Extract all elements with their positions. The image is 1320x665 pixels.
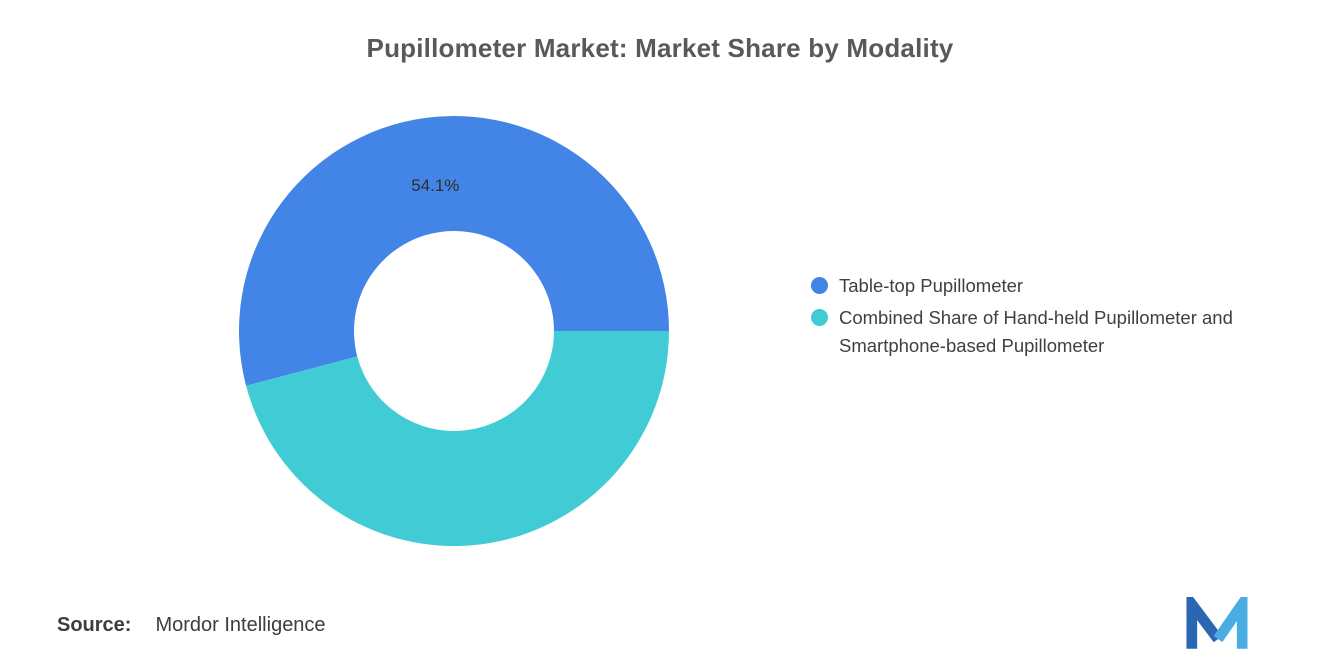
chart-legend: Table-top Pupillometer Combined Share of … — [811, 272, 1299, 360]
slice-data-label: 54.1% — [411, 176, 459, 195]
donut-chart-svg: 54.1% — [238, 116, 669, 547]
mordor-intelligence-logo — [1186, 597, 1248, 649]
legend-item-1[interactable]: Combined Share of Hand-held Pupillometer… — [811, 304, 1299, 360]
chart-title: Pupillometer Market: Market Share by Mod… — [366, 33, 954, 63]
source-line: Source: Mordor Intelligence — [57, 614, 326, 637]
logo-left-stroke — [1186, 597, 1223, 649]
source-value: Mordor Intelligence — [155, 614, 326, 636]
legend-marker-icon — [811, 277, 828, 294]
legend-label: Combined Share of Hand-held Pupillometer… — [839, 307, 1233, 356]
donut-slice-1[interactable] — [246, 331, 669, 547]
logo-right-stroke — [1213, 597, 1248, 649]
legend-item-0[interactable]: Table-top Pupillometer — [811, 272, 1299, 300]
source-label: Source: — [57, 614, 132, 636]
legend-marker-icon — [811, 309, 828, 326]
donut-slice-0[interactable] — [238, 116, 669, 386]
donut-chart: 54.1% — [234, 111, 674, 551]
legend-label: Table-top Pupillometer — [839, 275, 1024, 296]
